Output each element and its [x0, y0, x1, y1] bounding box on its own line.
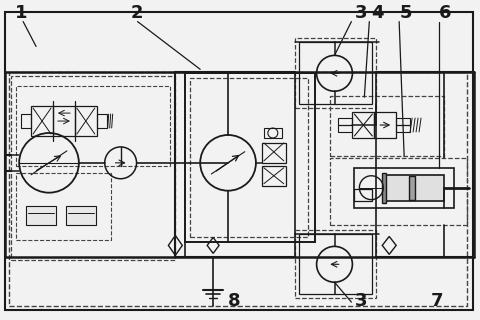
Text: 4: 4 — [372, 4, 384, 21]
Bar — [354, 189, 372, 201]
Bar — [330, 158, 467, 226]
Text: 3: 3 — [354, 292, 367, 310]
Text: 6: 6 — [439, 4, 452, 21]
Bar — [21, 114, 31, 128]
Bar — [396, 118, 410, 132]
Bar — [409, 176, 415, 200]
Bar — [299, 235, 372, 294]
Bar — [11, 76, 175, 260]
Bar — [352, 112, 374, 138]
Bar — [185, 73, 314, 243]
Bar — [262, 143, 286, 163]
Bar — [299, 43, 372, 104]
Text: 1: 1 — [15, 4, 28, 21]
Bar — [295, 38, 376, 108]
Bar — [75, 106, 97, 136]
Bar — [53, 106, 75, 136]
Bar — [264, 128, 282, 138]
Bar — [384, 175, 444, 201]
Bar — [31, 106, 53, 136]
Text: 7: 7 — [431, 292, 444, 310]
Bar — [26, 206, 56, 226]
Text: 2: 2 — [131, 4, 143, 21]
Bar — [16, 173, 111, 240]
Bar — [262, 166, 286, 186]
Bar — [9, 72, 467, 306]
Text: 8: 8 — [228, 292, 240, 310]
Bar — [16, 86, 170, 166]
Bar — [374, 112, 396, 138]
Bar — [97, 114, 107, 128]
Bar — [330, 96, 444, 156]
Text: 5: 5 — [399, 4, 412, 21]
Bar — [382, 173, 386, 203]
Bar — [338, 118, 352, 132]
Bar — [295, 230, 376, 298]
Bar — [190, 78, 308, 237]
Bar — [66, 206, 96, 226]
Text: 3: 3 — [354, 4, 367, 21]
Bar — [354, 168, 454, 208]
